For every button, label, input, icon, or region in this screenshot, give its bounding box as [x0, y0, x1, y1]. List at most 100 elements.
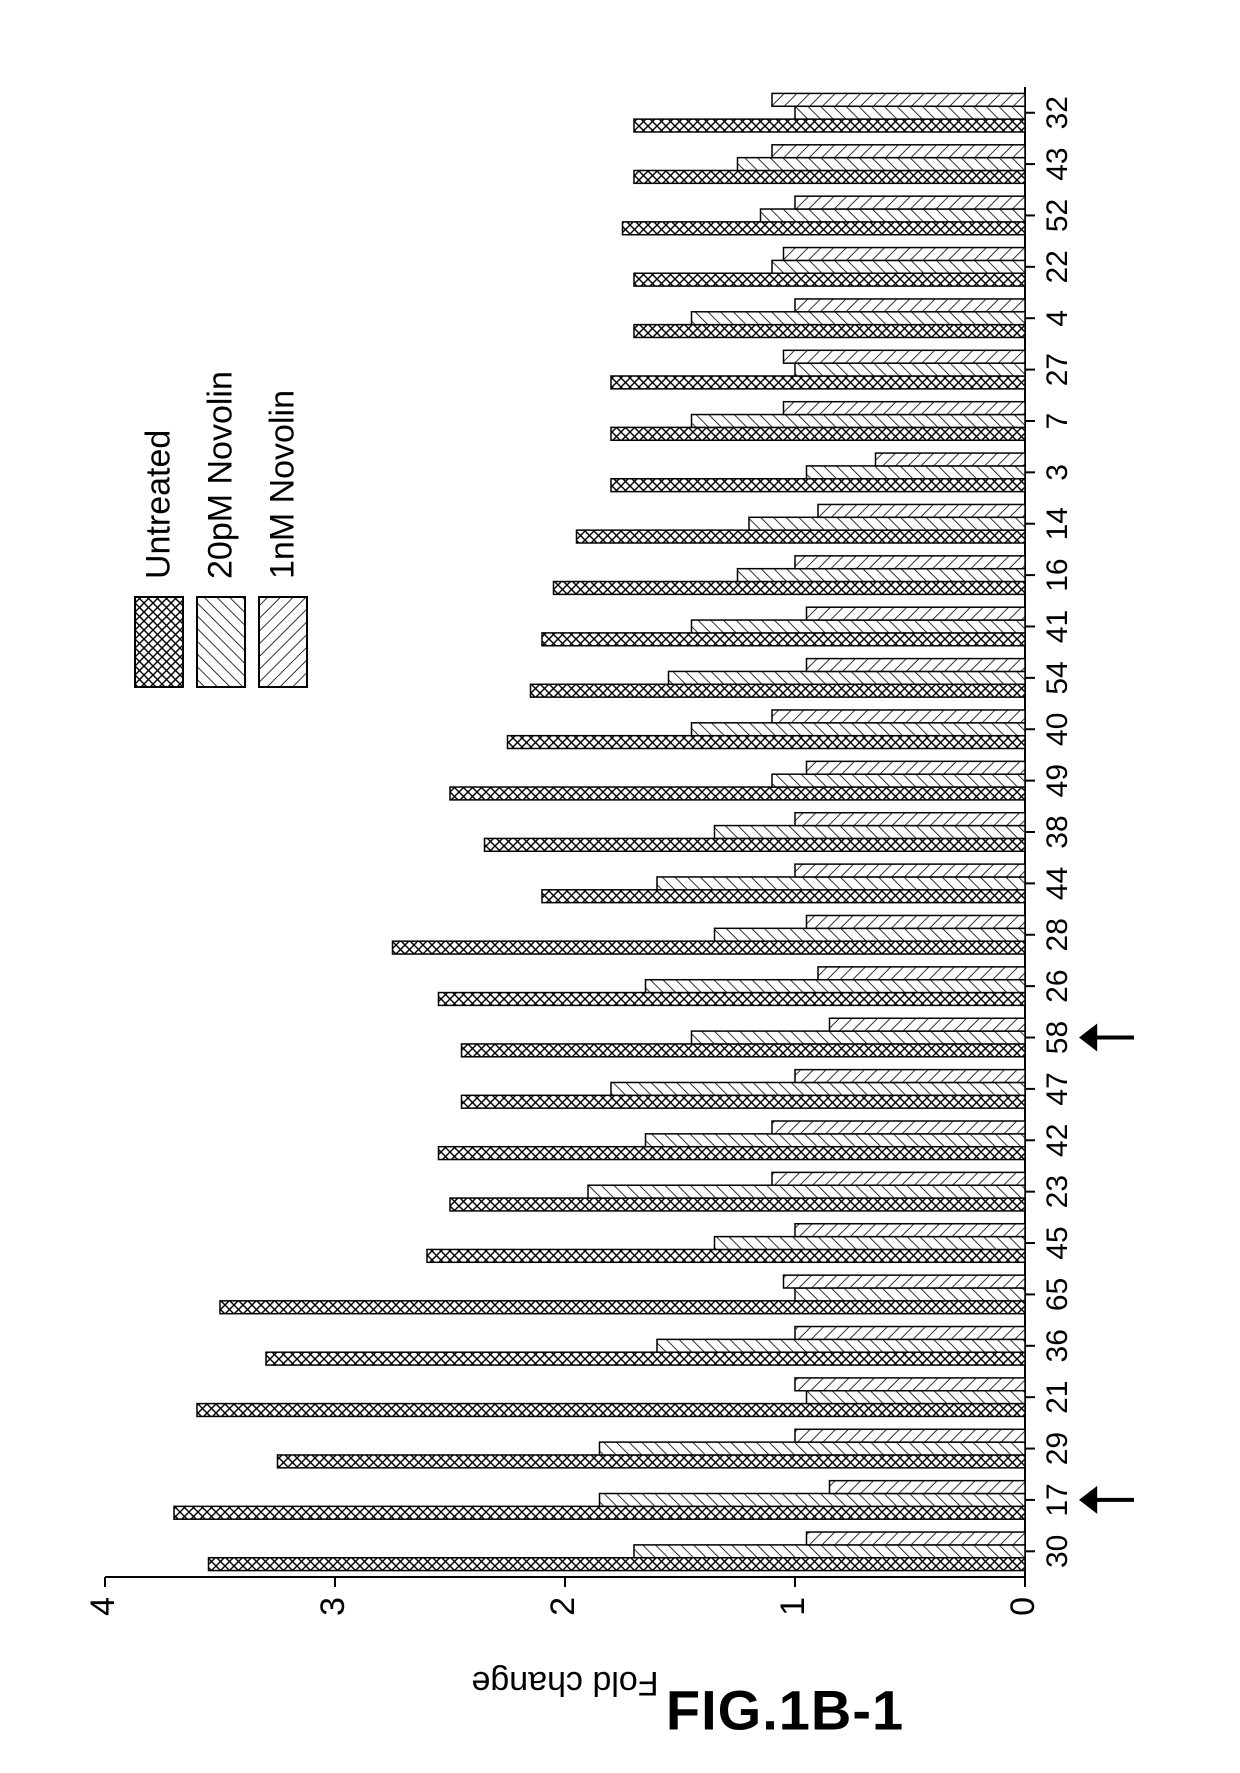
bar — [749, 517, 1025, 530]
bar — [807, 465, 1026, 478]
bar — [784, 1275, 1026, 1288]
bar — [266, 1352, 1025, 1365]
bar — [220, 1300, 1025, 1313]
x-tick-label: 44 — [1041, 866, 1074, 899]
bar — [807, 761, 1026, 774]
x-tick-label: 30 — [1041, 1534, 1074, 1567]
x-tick-label: 29 — [1041, 1431, 1074, 1464]
bar — [209, 1557, 1026, 1570]
bar — [450, 1198, 1025, 1211]
bar — [772, 774, 1025, 787]
bar — [784, 247, 1026, 260]
legend-swatch — [259, 597, 307, 687]
x-tick-label: 45 — [1041, 1226, 1074, 1259]
y-tick-label: 2 — [544, 1597, 582, 1616]
bar — [692, 311, 1026, 324]
bar — [393, 941, 1026, 954]
x-tick-label: 21 — [1041, 1380, 1074, 1413]
x-tick-label: 52 — [1041, 198, 1074, 231]
x-tick-label: 58 — [1041, 1020, 1074, 1053]
bar — [634, 273, 1025, 286]
bar — [818, 966, 1025, 979]
bar — [278, 1454, 1026, 1467]
x-tick-label: 14 — [1041, 507, 1074, 540]
y-tick-label: 1 — [774, 1597, 812, 1616]
x-tick-label: 23 — [1041, 1174, 1074, 1207]
bar — [876, 453, 1026, 466]
y-tick-label: 3 — [314, 1597, 352, 1616]
bar — [715, 825, 1026, 838]
figure-label: FIG.1B-1 — [666, 1678, 904, 1743]
x-tick-label: 41 — [1041, 609, 1074, 642]
legend-swatch — [197, 597, 245, 687]
x-tick-label: 3 — [1041, 464, 1074, 481]
x-tick-label: 43 — [1041, 147, 1074, 180]
bar — [807, 607, 1026, 620]
bar — [784, 350, 1026, 363]
x-tick-label: 47 — [1041, 1072, 1074, 1105]
bar — [577, 530, 1026, 543]
bar — [795, 1069, 1025, 1082]
bar — [772, 144, 1025, 157]
bar — [830, 1480, 1026, 1493]
bar — [795, 555, 1025, 568]
bar — [692, 1031, 1026, 1044]
bar — [174, 1506, 1025, 1519]
bar — [462, 1043, 1026, 1056]
x-tick-label: 4 — [1041, 309, 1074, 326]
bar — [634, 1544, 1025, 1557]
arrow-head-icon — [1079, 1023, 1097, 1051]
x-tick-label: 36 — [1041, 1329, 1074, 1362]
y-tick-label: 0 — [1004, 1597, 1042, 1616]
bar — [807, 915, 1026, 928]
y-tick-label: 4 — [84, 1597, 122, 1616]
bar — [807, 1532, 1026, 1545]
bar — [795, 812, 1025, 825]
bar — [795, 363, 1025, 376]
bar — [439, 992, 1026, 1005]
bar — [807, 658, 1026, 671]
bar — [807, 1390, 1026, 1403]
bar — [795, 1429, 1025, 1442]
legend-label: 1nM Novolin — [264, 390, 302, 579]
bar — [795, 1223, 1025, 1236]
bar — [646, 1133, 1026, 1146]
bar — [611, 1082, 1025, 1095]
legend-label: 20pM Novolin — [202, 371, 240, 579]
legend-label: Untreated — [140, 429, 178, 578]
bar — [542, 632, 1025, 645]
bar — [715, 928, 1026, 941]
bar — [554, 581, 1026, 594]
bar — [795, 864, 1025, 877]
x-tick-label: 26 — [1041, 969, 1074, 1002]
bar — [600, 1493, 1026, 1506]
bar — [462, 1095, 1026, 1108]
bar — [427, 1249, 1025, 1262]
bar — [692, 620, 1026, 633]
x-tick-label: 7 — [1041, 412, 1074, 429]
bar — [795, 1326, 1025, 1339]
x-tick-label: 32 — [1041, 96, 1074, 129]
bar — [830, 1018, 1026, 1031]
bar — [715, 1236, 1026, 1249]
x-tick-label: 22 — [1041, 250, 1074, 283]
x-tick-label: 42 — [1041, 1123, 1074, 1156]
x-tick-label: 38 — [1041, 815, 1074, 848]
bar — [818, 504, 1025, 517]
x-tick-label: 27 — [1041, 352, 1074, 385]
bar — [772, 1172, 1025, 1185]
bar — [795, 1287, 1025, 1300]
bar — [772, 93, 1025, 106]
x-tick-label: 65 — [1041, 1277, 1074, 1310]
bar — [508, 735, 1026, 748]
y-axis-label: Fold change — [471, 1664, 658, 1702]
bar — [634, 170, 1025, 183]
page: 01234Fold change301729213665452342475826… — [0, 0, 1240, 1773]
bar — [623, 221, 1026, 234]
bar — [657, 1339, 1025, 1352]
bar — [772, 709, 1025, 722]
bar — [197, 1403, 1025, 1416]
bar — [439, 1146, 1026, 1159]
bar — [692, 722, 1026, 735]
x-tick-label: 28 — [1041, 918, 1074, 951]
